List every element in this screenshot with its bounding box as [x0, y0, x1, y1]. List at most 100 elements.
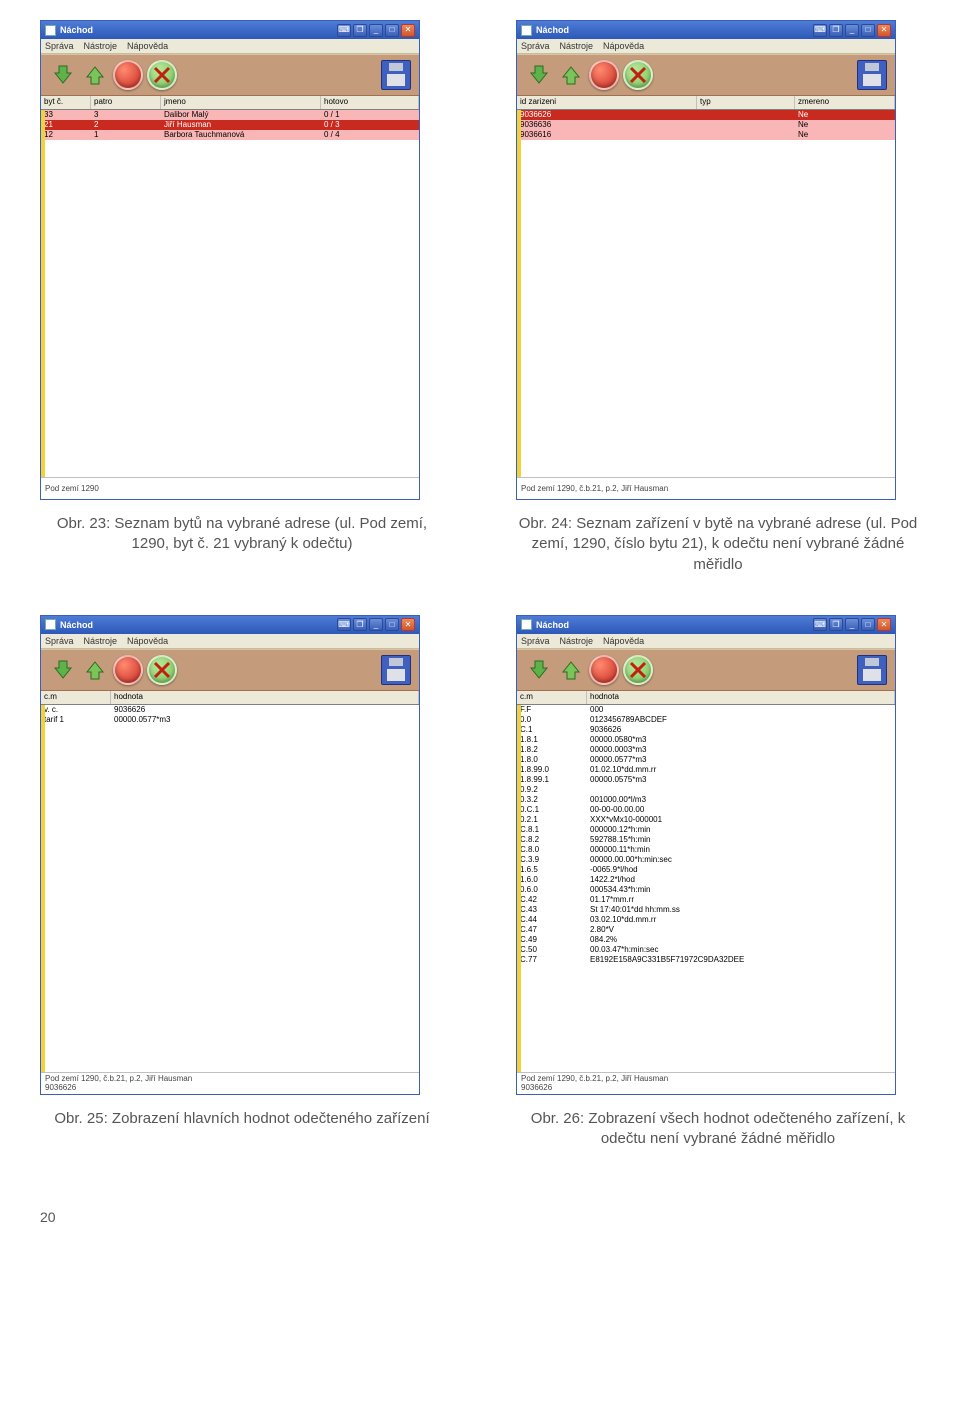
table-header: c.mhodnota — [517, 691, 895, 705]
close-icon[interactable]: ✕ — [401, 24, 415, 37]
minimize-icon[interactable]: _ — [369, 24, 383, 37]
menu-item[interactable]: Nástroje — [84, 41, 118, 51]
arrow-up-icon[interactable] — [81, 61, 109, 89]
column-header[interactable]: typ — [697, 96, 795, 109]
keyboard-icon[interactable]: ⌨ — [813, 24, 827, 37]
cancel-button[interactable] — [623, 655, 653, 685]
table-row[interactable]: C.8.2592788.15*h:min — [517, 835, 895, 845]
table-row[interactable]: 0.C.100-00-00.00.00 — [517, 805, 895, 815]
record-button[interactable] — [113, 60, 143, 90]
table-row[interactable]: 1.8.100000.0580*m3 — [517, 735, 895, 745]
column-header[interactable]: hodnota — [587, 691, 895, 704]
menu-item[interactable]: Nástroje — [84, 636, 118, 646]
maximize-icon[interactable]: □ — [861, 618, 875, 631]
table-row[interactable]: tarif 100000.0577*m3 — [41, 715, 419, 725]
column-header[interactable]: zmereno — [795, 96, 895, 109]
arrow-down-icon[interactable] — [49, 656, 77, 684]
table-row[interactable]: 9036616Ne — [517, 130, 895, 140]
arrow-up-icon[interactable] — [81, 656, 109, 684]
minimize-icon[interactable]: _ — [369, 618, 383, 631]
close-icon[interactable]: ✕ — [877, 24, 891, 37]
cancel-button[interactable] — [623, 60, 653, 90]
table-row[interactable]: 0.00123456789ABCDEF — [517, 715, 895, 725]
table-row[interactable]: 1.8.99.001.02.10*dd.mm.rr — [517, 765, 895, 775]
minimize-icon[interactable]: _ — [845, 24, 859, 37]
table-cell: 000000.12*h:min — [587, 825, 895, 835]
menu-item[interactable]: Správa — [521, 636, 550, 646]
table-row[interactable]: 121Barbora Tauchmanová0 / 4 — [41, 130, 419, 140]
table-row[interactable]: C.49084.2% — [517, 935, 895, 945]
arrow-down-icon[interactable] — [525, 656, 553, 684]
table-row[interactable]: C.4201.17*mm.rr — [517, 895, 895, 905]
table-row[interactable]: 0.9.2 — [517, 785, 895, 795]
arrow-down-icon[interactable] — [49, 61, 77, 89]
record-button[interactable] — [113, 655, 143, 685]
table-row[interactable]: C.8.0000000.11*h:min — [517, 845, 895, 855]
record-button[interactable] — [589, 655, 619, 685]
restore-icon[interactable]: ❐ — [353, 24, 367, 37]
column-header[interactable]: c.m — [517, 691, 587, 704]
table-row[interactable]: 212Jiří Hausman0 / 3 — [41, 120, 419, 130]
table-row[interactable]: 1.8.200000.0003*m3 — [517, 745, 895, 755]
table-row[interactable]: F.F000 — [517, 705, 895, 715]
cancel-button[interactable] — [147, 60, 177, 90]
table-row[interactable]: C.43St 17:40:01*dd hh:mm.ss — [517, 905, 895, 915]
table-row[interactable]: C.5000.03.47*h:min:sec — [517, 945, 895, 955]
table-row[interactable]: v. c.9036626 — [41, 705, 419, 715]
keyboard-icon[interactable]: ⌨ — [337, 618, 351, 631]
restore-icon[interactable]: ❐ — [829, 24, 843, 37]
keyboard-icon[interactable]: ⌨ — [813, 618, 827, 631]
menu-item[interactable]: Správa — [45, 41, 74, 51]
arrow-down-icon[interactable] — [525, 61, 553, 89]
keyboard-icon[interactable]: ⌨ — [337, 24, 351, 37]
menu-item[interactable]: Nápověda — [603, 41, 644, 51]
column-header[interactable]: patro — [91, 96, 161, 109]
save-icon[interactable] — [857, 655, 887, 685]
column-header[interactable]: id zarizeni — [517, 96, 697, 109]
cancel-button[interactable] — [147, 655, 177, 685]
table-cell: C.3.9 — [517, 855, 587, 865]
menu-item[interactable]: Správa — [521, 41, 550, 51]
table-row[interactable]: C.3.900000.00.00*h:min:sec — [517, 855, 895, 865]
table-row[interactable]: C.4403.02.10*dd.mm.rr — [517, 915, 895, 925]
restore-icon[interactable]: ❐ — [353, 618, 367, 631]
column-header[interactable]: c.m — [41, 691, 111, 704]
record-button[interactable] — [589, 60, 619, 90]
save-icon[interactable] — [857, 60, 887, 90]
menu-item[interactable]: Nápověda — [127, 636, 168, 646]
table-row[interactable]: C.8.1000000.12*h:min — [517, 825, 895, 835]
maximize-icon[interactable]: □ — [385, 618, 399, 631]
menu-item[interactable]: Nápověda — [603, 636, 644, 646]
column-header[interactable]: hotovo — [321, 96, 419, 109]
table-row[interactable]: 0.6.0000534.43*h:min — [517, 885, 895, 895]
save-icon[interactable] — [381, 655, 411, 685]
minimize-icon[interactable]: _ — [845, 618, 859, 631]
column-header[interactable]: hodnota — [111, 691, 419, 704]
maximize-icon[interactable]: □ — [385, 24, 399, 37]
maximize-icon[interactable]: □ — [861, 24, 875, 37]
table-row[interactable]: 9036626Ne — [517, 110, 895, 120]
column-header[interactable]: byt č. — [41, 96, 91, 109]
column-header[interactable]: jmeno — [161, 96, 321, 109]
table-row[interactable]: 0.2.1XXX*vMx10-000001 — [517, 815, 895, 825]
table-row[interactable]: C.472.80*V — [517, 925, 895, 935]
arrow-up-icon[interactable] — [557, 656, 585, 684]
table-row[interactable]: C.19036626 — [517, 725, 895, 735]
table-row[interactable]: 1.6.01422.2*l/hod — [517, 875, 895, 885]
menu-item[interactable]: Správa — [45, 636, 74, 646]
menu-item[interactable]: Nástroje — [560, 636, 594, 646]
table-row[interactable]: 1.8.000000.0577*m3 — [517, 755, 895, 765]
restore-icon[interactable]: ❐ — [829, 618, 843, 631]
close-icon[interactable]: ✕ — [877, 618, 891, 631]
table-row[interactable]: 333Dalibor Malý0 / 1 — [41, 110, 419, 120]
menu-item[interactable]: Nástroje — [560, 41, 594, 51]
table-row[interactable]: 0.3.2001000.00*l/m3 — [517, 795, 895, 805]
table-row[interactable]: 1.6.5-0065.9*l/hod — [517, 865, 895, 875]
arrow-up-icon[interactable] — [557, 61, 585, 89]
close-icon[interactable]: ✕ — [401, 618, 415, 631]
table-row[interactable]: 9036636Ne — [517, 120, 895, 130]
menu-item[interactable]: Nápověda — [127, 41, 168, 51]
table-row[interactable]: C.77E8192E158A9C331B5F71972C9DA32DEE — [517, 955, 895, 965]
table-row[interactable]: 1.8.99.100000.0575*m3 — [517, 775, 895, 785]
save-icon[interactable] — [381, 60, 411, 90]
